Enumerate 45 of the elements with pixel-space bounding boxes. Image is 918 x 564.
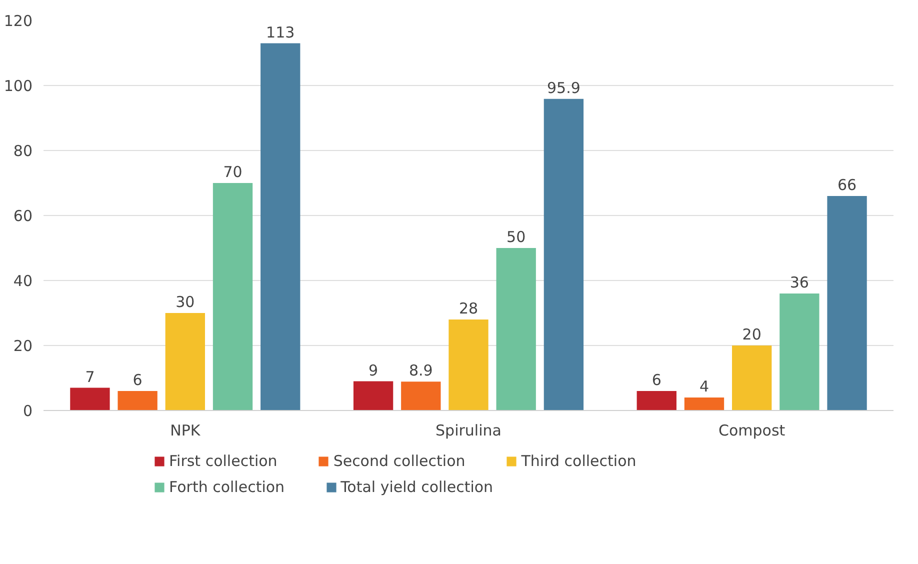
- y-tick-label: 120: [4, 12, 33, 30]
- bar: [684, 398, 724, 410]
- data-label: 36: [790, 274, 809, 292]
- bar: [448, 320, 488, 410]
- bar: [496, 248, 536, 410]
- bar: [401, 382, 441, 410]
- data-label: 20: [742, 326, 762, 344]
- data-label: 9: [368, 361, 378, 380]
- data-label: 8.9: [408, 362, 433, 380]
- legend-label: Total yield collection: [340, 478, 494, 496]
- x-tick-label: NPK: [170, 422, 202, 440]
- y-tick-label: 40: [13, 272, 33, 290]
- data-label: 66: [837, 176, 857, 194]
- bar: [353, 381, 394, 410]
- y-tick-label: 60: [13, 207, 33, 225]
- data-label: 113: [266, 23, 295, 42]
- bar: [165, 313, 205, 410]
- y-tick-label: 80: [13, 142, 33, 160]
- y-tick-label: 100: [4, 77, 33, 95]
- y-tick-label: 20: [13, 337, 33, 355]
- bar: [118, 391, 158, 410]
- x-tick-label: Compost: [718, 422, 786, 440]
- data-label: 4: [699, 378, 710, 396]
- legend-label: First collection: [169, 452, 278, 470]
- legend-label: Second collection: [333, 452, 466, 470]
- data-label: 95.9: [547, 78, 580, 97]
- y-tick-label: 0: [22, 402, 33, 420]
- data-label: 28: [458, 300, 478, 318]
- data-label: 6: [132, 371, 142, 389]
- data-label: 30: [176, 293, 195, 311]
- bar: [732, 346, 772, 410]
- legend-label: Third collection: [521, 452, 636, 470]
- data-label: 70: [223, 163, 242, 181]
- bar: [70, 388, 110, 410]
- legend-label: Forth collection: [169, 478, 285, 496]
- bar: [636, 391, 676, 410]
- bar: [544, 98, 584, 410]
- bar: [260, 43, 300, 410]
- data-label: 50: [506, 228, 526, 246]
- bar: [212, 183, 253, 410]
- x-tick-label: Spirulina: [436, 422, 502, 440]
- bar: [827, 196, 867, 410]
- bar: [780, 294, 820, 410]
- data-label: 6: [652, 371, 662, 389]
- data-label: 7: [85, 368, 95, 386]
